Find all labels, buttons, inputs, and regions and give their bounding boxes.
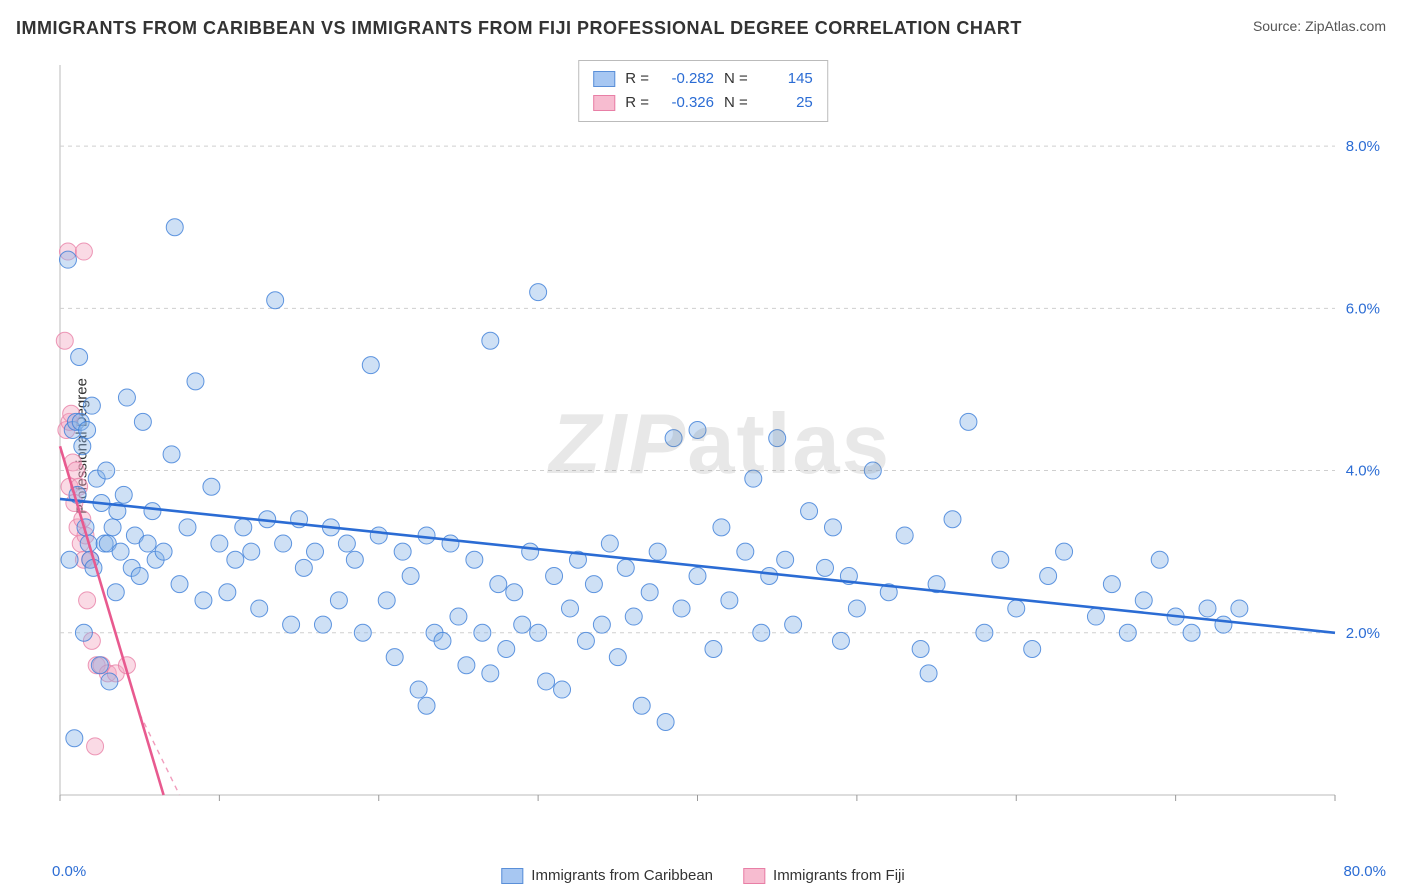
swatch-caribbean bbox=[593, 71, 615, 87]
svg-text:8.0%: 8.0% bbox=[1346, 138, 1380, 155]
legend-row-caribbean: R = -0.282 N = 145 bbox=[593, 67, 813, 91]
swatch-caribbean-icon bbox=[501, 868, 523, 884]
x-axis-min: 0.0% bbox=[52, 863, 86, 880]
series-legend: Immigrants from Caribbean Immigrants fro… bbox=[501, 867, 904, 884]
svg-text:6.0%: 6.0% bbox=[1346, 300, 1380, 317]
svg-text:4.0%: 4.0% bbox=[1346, 463, 1380, 480]
chart-title: IMMIGRANTS FROM CARIBBEAN VS IMMIGRANTS … bbox=[16, 18, 1022, 39]
n-label: N = bbox=[724, 67, 748, 91]
legend-label: Immigrants from Fiji bbox=[773, 867, 905, 884]
r-label: R = bbox=[625, 91, 649, 115]
legend-row-fiji: R = -0.326 N = 25 bbox=[593, 91, 813, 115]
source-attribution: Source: ZipAtlas.com bbox=[1253, 18, 1386, 34]
n-label: N = bbox=[724, 91, 748, 115]
scatter-plot: 2.0%4.0%6.0%8.0% ZIPatlas bbox=[50, 55, 1390, 835]
chart-svg: 2.0% 4.0% 6.0% 8.0% bbox=[50, 55, 1390, 835]
x-axis-max: 80.0% bbox=[1343, 863, 1386, 880]
svg-text:2.0%: 2.0% bbox=[1346, 625, 1380, 642]
legend-item-caribbean: Immigrants from Caribbean bbox=[501, 867, 713, 884]
swatch-fiji-icon bbox=[743, 868, 765, 884]
r-value: -0.326 bbox=[659, 91, 714, 115]
legend-item-fiji: Immigrants from Fiji bbox=[743, 867, 905, 884]
n-value: 25 bbox=[758, 91, 813, 115]
correlation-legend: R = -0.282 N = 145 R = -0.326 N = 25 bbox=[578, 60, 828, 122]
legend-label: Immigrants from Caribbean bbox=[531, 867, 713, 884]
r-value: -0.282 bbox=[659, 67, 714, 91]
r-label: R = bbox=[625, 67, 649, 91]
swatch-fiji bbox=[593, 95, 615, 111]
n-value: 145 bbox=[758, 67, 813, 91]
